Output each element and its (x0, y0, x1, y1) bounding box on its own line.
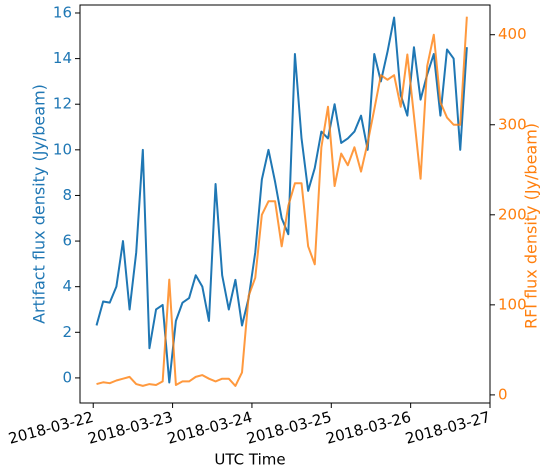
y2-axis-label: RFI flux density (Jy/beam) (522, 123, 541, 329)
y-tick-label: 4 (62, 277, 72, 295)
x-axis-label: UTC Time (214, 451, 285, 469)
y-tick-label: 0 (62, 368, 72, 386)
y2-tick-label: 400 (498, 25, 527, 43)
x-tick-label: 2018-03-24 (165, 408, 254, 448)
y2-tick-label: 300 (498, 115, 527, 133)
y2-tick-label: 100 (498, 295, 527, 313)
y2-tick-label: 200 (498, 205, 527, 223)
series-line (96, 16, 468, 387)
x-tick-label: 2018-03-26 (324, 408, 413, 448)
plot-frame (79, 4, 491, 404)
y-tick-label: 6 (62, 232, 72, 250)
y-tick-label: 16 (53, 3, 72, 21)
x-tick-label: 2018-03-23 (86, 408, 175, 448)
y-tick-label: 14 (53, 49, 72, 67)
y-tick-label: 8 (62, 186, 72, 204)
y-tick-label: 12 (53, 95, 72, 113)
x-tick-label: 2018-03-22 (7, 408, 96, 448)
series-line (95, 16, 468, 384)
y-axis-label: Artifact flux density (Jy/beam) (30, 84, 49, 324)
y2-tick-label: 0 (498, 385, 508, 403)
y-tick-label: 2 (62, 323, 72, 341)
x-tick-label: 2018-03-25 (245, 408, 334, 448)
x-tick-label: 2018-03-27 (403, 408, 492, 448)
y-tick-label: 10 (53, 140, 72, 158)
